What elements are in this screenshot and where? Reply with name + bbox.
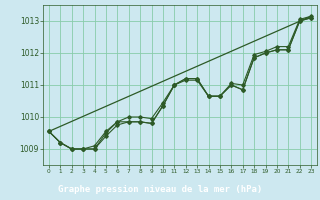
- Text: Graphe pression niveau de la mer (hPa): Graphe pression niveau de la mer (hPa): [58, 185, 262, 194]
